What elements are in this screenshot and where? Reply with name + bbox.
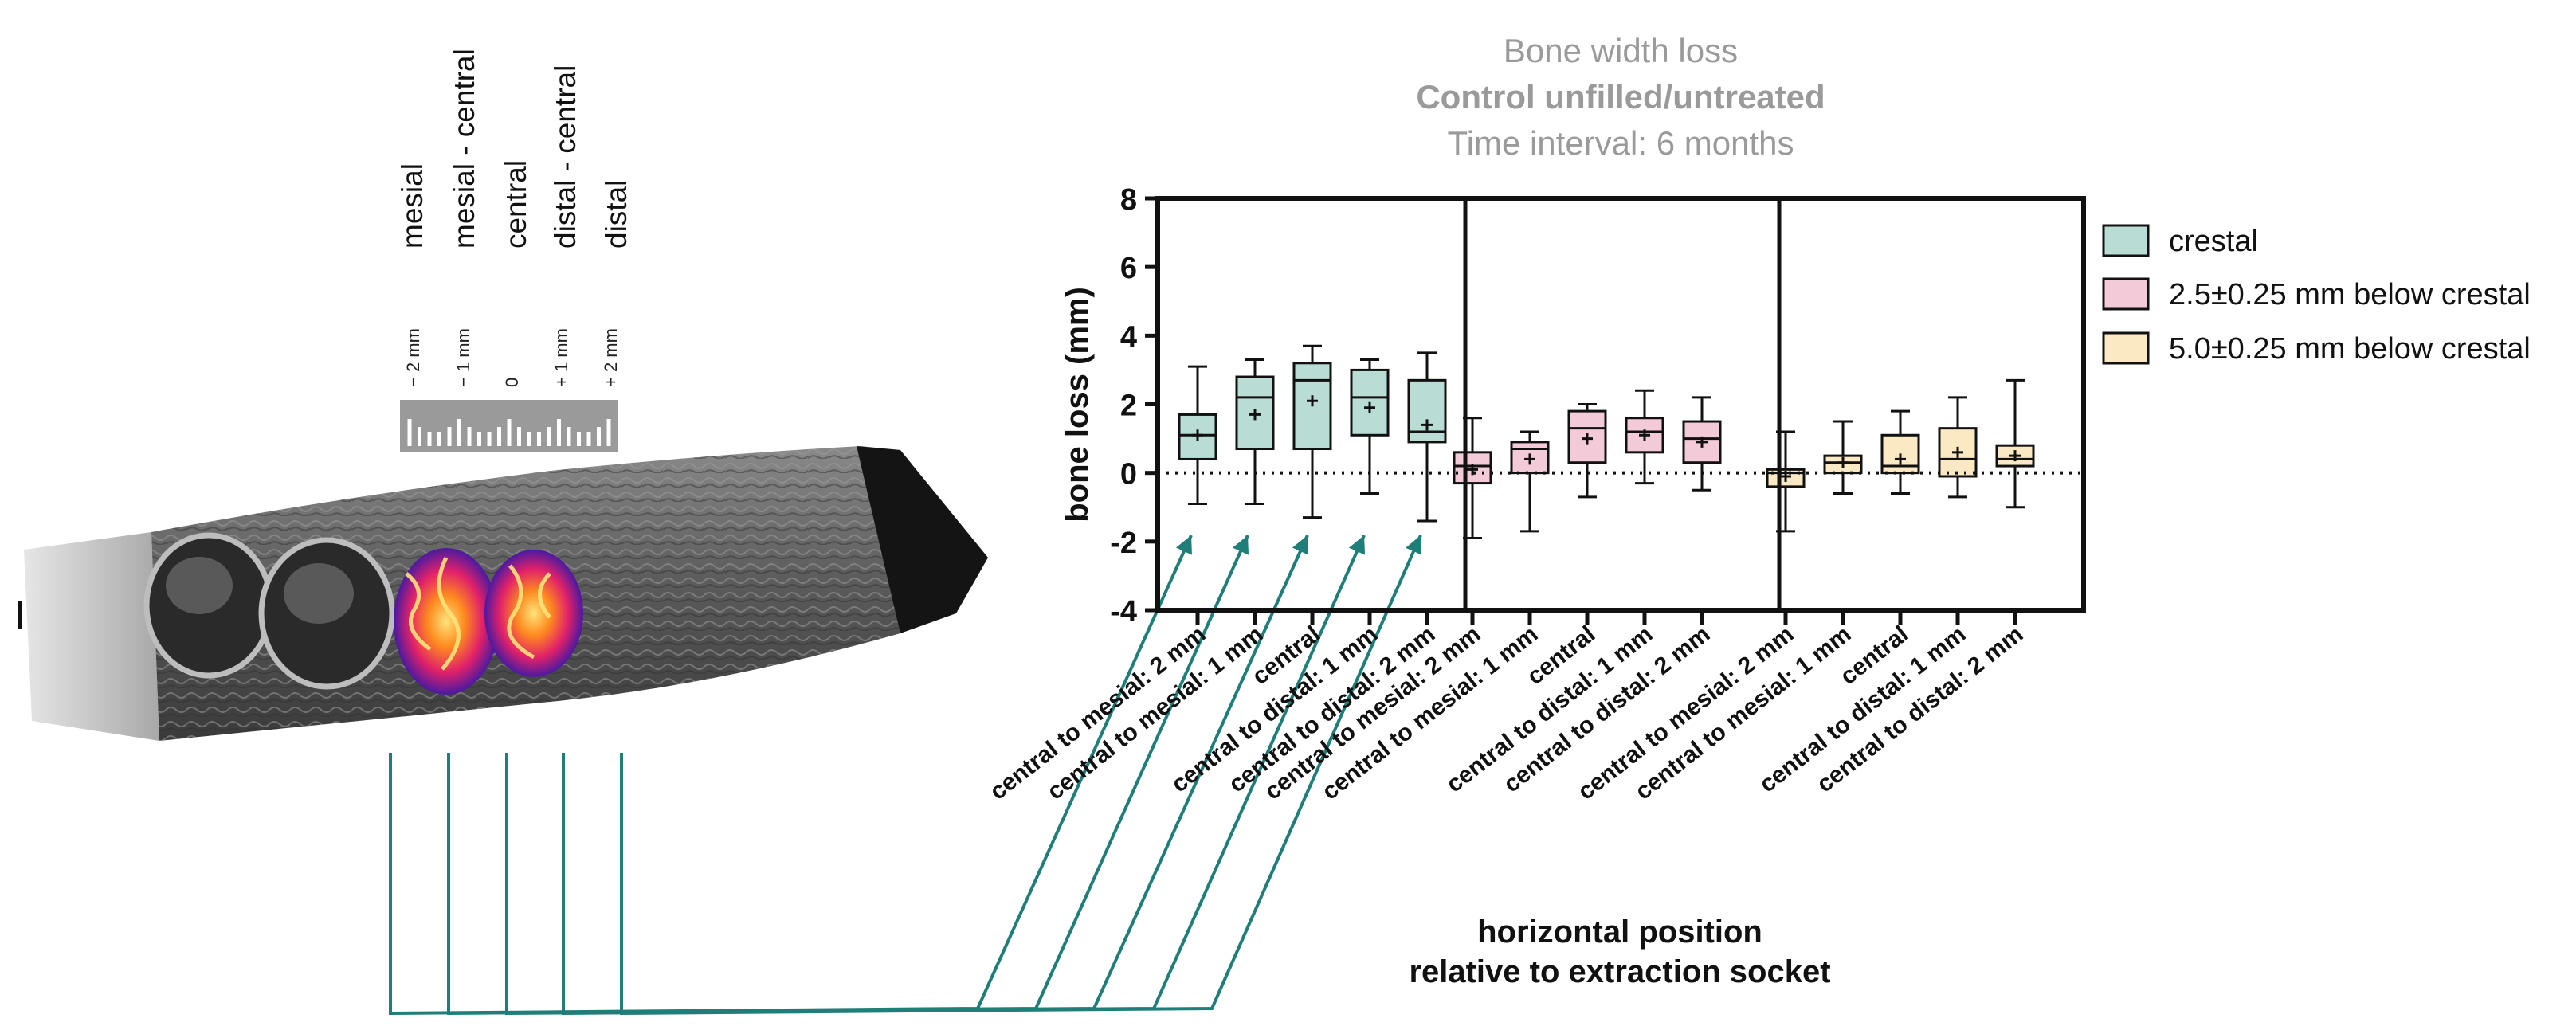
y-tick-label: -2 bbox=[1110, 527, 1137, 560]
plot-frame bbox=[1155, 196, 2086, 613]
legend-label-crestal: crestal bbox=[2169, 225, 2258, 258]
title-line-2: Control unfilled/untreated bbox=[1416, 78, 1825, 116]
y-tick-label: 0 bbox=[1120, 458, 1137, 492]
title-line-3: Time interval: 6 months bbox=[1448, 124, 1794, 162]
box-2-1 bbox=[1823, 420, 1863, 495]
legend-label-mid: 2.5±0.25 mm below crestal bbox=[2169, 278, 2531, 311]
box-0-4 bbox=[1407, 351, 1447, 523]
box-2-2 bbox=[1880, 409, 1920, 495]
legend: crestal 2.5±0.25 mm below crestal 5.0±0.… bbox=[2102, 224, 2531, 366]
legend-swatch-crestal bbox=[2102, 224, 2150, 257]
y-tick-label: 6 bbox=[1120, 252, 1137, 285]
box-mean-marker bbox=[1307, 395, 1318, 407]
box-0-3 bbox=[1350, 358, 1390, 495]
position-label-mesial-central: mesial - central bbox=[448, 49, 480, 249]
box-2-3 bbox=[1938, 396, 1978, 499]
box-0-1 bbox=[1235, 358, 1275, 505]
y-tick-label: -4 bbox=[1110, 595, 1137, 629]
box-mean-marker bbox=[1421, 419, 1433, 431]
y-axis-ticks: -4 -2 0 2 4 6 8 bbox=[1110, 183, 1158, 629]
box-mean-marker bbox=[1639, 429, 1650, 441]
tooth-socket-1-shine bbox=[166, 557, 233, 614]
connector-arrowheads bbox=[1175, 535, 1422, 555]
box-1-3 bbox=[1625, 389, 1664, 485]
box-mean-marker bbox=[1524, 453, 1535, 465]
edge-marker bbox=[18, 601, 22, 629]
ruler-tick-label: + 2 mm bbox=[601, 328, 621, 387]
box-1-1 bbox=[1510, 430, 1550, 533]
ruler-tick-label: 0 bbox=[502, 378, 522, 387]
position-label-distal-central: distal - central bbox=[549, 65, 582, 249]
connector-arrowhead bbox=[1292, 535, 1308, 555]
box-mean-marker bbox=[2009, 450, 2021, 462]
y-tick-label: 2 bbox=[1120, 390, 1137, 423]
box-mean-marker bbox=[1249, 409, 1261, 421]
tooth-socket-2-shine bbox=[284, 563, 354, 624]
box-mean-marker bbox=[1364, 401, 1375, 413]
box-0-2 bbox=[1292, 344, 1332, 519]
heatmap-detail bbox=[405, 556, 551, 671]
position-label-distal: distal bbox=[600, 180, 633, 249]
connector-arrowhead bbox=[1406, 535, 1422, 555]
box-1-4 bbox=[1682, 396, 1722, 492]
box-mean-marker bbox=[1582, 433, 1593, 445]
box-mean-marker bbox=[1467, 464, 1478, 476]
connector-arrowhead bbox=[1175, 535, 1192, 555]
ruler: − 2 mm − 1 mm 0 + 1 mm + 2 mm bbox=[400, 328, 621, 452]
y-axis-label: bone loss (mm) bbox=[1060, 287, 1095, 523]
box-series bbox=[1178, 344, 2035, 540]
bone-side-face bbox=[24, 532, 159, 741]
box-mean-marker bbox=[1780, 470, 1791, 482]
chart-title: Bone width loss Control unfilled/untreat… bbox=[1416, 32, 1825, 162]
box-mean-marker bbox=[1895, 453, 1906, 465]
ruler-tick-label: − 2 mm bbox=[403, 328, 423, 387]
heatmap-region-1 bbox=[394, 548, 499, 695]
connector-arrowhead bbox=[1349, 535, 1366, 555]
connector-lines bbox=[389, 535, 1422, 1016]
box-0-0 bbox=[1178, 365, 1217, 505]
box-2-4 bbox=[1995, 378, 2035, 509]
box-1-2 bbox=[1567, 403, 1607, 499]
connector-arrowhead bbox=[1232, 535, 1249, 555]
heatmap-region-2 bbox=[484, 550, 583, 677]
position-label-mesial: mesial bbox=[396, 163, 429, 249]
box-2-0 bbox=[1766, 430, 1806, 533]
bone-specimen-image bbox=[18, 446, 988, 741]
y-tick-label: 8 bbox=[1120, 183, 1137, 217]
box-mean-marker bbox=[1192, 429, 1203, 441]
ruler-tick-label: + 1 mm bbox=[551, 328, 571, 387]
bone-dark-end bbox=[857, 446, 988, 633]
position-labels: mesial mesial - central central distal -… bbox=[396, 49, 633, 249]
position-label-central: central bbox=[500, 160, 532, 249]
box-1-0 bbox=[1453, 417, 1492, 540]
x-axis-label-line-1: horizontal position bbox=[1477, 915, 1762, 950]
legend-label-deep: 5.0±0.25 mm below crestal bbox=[2169, 332, 2531, 366]
box-mean-marker bbox=[1837, 456, 1849, 468]
title-line-1: Bone width loss bbox=[1504, 32, 1738, 69]
connector-line bbox=[620, 535, 1422, 1016]
x-axis-label-line-2: relative to extraction socket bbox=[1409, 954, 1830, 989]
legend-swatch-deep bbox=[2102, 331, 2150, 365]
legend-swatch-mid bbox=[2102, 277, 2150, 311]
box-mean-marker bbox=[1952, 446, 1963, 458]
ruler-tick-label: − 1 mm bbox=[453, 328, 473, 387]
y-tick-label: 4 bbox=[1120, 320, 1137, 354]
box-mean-marker bbox=[1696, 436, 1708, 448]
